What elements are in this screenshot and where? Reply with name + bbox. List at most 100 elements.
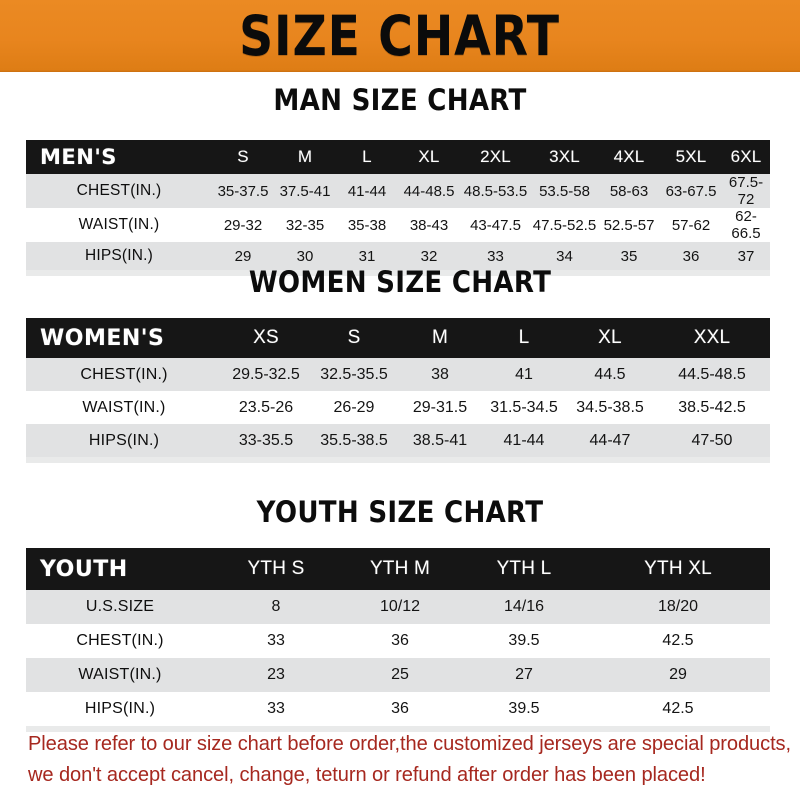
women-cell: 38.5-41 bbox=[398, 424, 482, 457]
men-column-header: 6XL bbox=[730, 147, 762, 166]
women-cell: 44-47 bbox=[566, 424, 654, 457]
men-column-header: XL bbox=[418, 147, 440, 166]
youth-cell: 8 bbox=[214, 590, 338, 624]
page-title: SIZE CHART bbox=[239, 3, 561, 68]
men-header-row: MEN'S S M L XL 2XL 3XL 4XL 5XL 6XL bbox=[26, 140, 770, 174]
men-cell: 36 bbox=[660, 242, 722, 270]
men-column-header: 3XL bbox=[549, 147, 580, 166]
youth-column-header: YTH M bbox=[369, 558, 431, 579]
table-row: CHEST(IN.) 29.5-32.5 32.5-35.5 38 41 44.… bbox=[26, 358, 770, 391]
men-cell: 29 bbox=[212, 242, 274, 270]
table-row: WAIST(IN.) 29-32 32-35 35-38 38-43 43-47… bbox=[26, 208, 770, 242]
youth-cell: 39.5 bbox=[462, 692, 586, 726]
women-cell: 23.5-26 bbox=[222, 391, 310, 424]
youth-cell: 42.5 bbox=[586, 692, 770, 726]
men-cell: 43-47.5 bbox=[460, 208, 531, 242]
table-row: WAIST(IN.) 23 25 27 29 bbox=[26, 658, 770, 692]
men-size-table: MEN'S S M L XL 2XL 3XL 4XL 5XL 6XL CHEST… bbox=[26, 140, 770, 270]
women-corner-label: WOMEN'S bbox=[40, 325, 165, 351]
women-section-title: WOMEN SIZE CHART bbox=[248, 265, 552, 299]
men-cell: 32-35 bbox=[274, 208, 336, 242]
youth-cell: 23 bbox=[214, 658, 338, 692]
footer-line-2: we don't accept cancel, change, teturn o… bbox=[28, 763, 706, 786]
youth-column-header: YTH S bbox=[247, 558, 305, 579]
men-row-label: CHEST(IN.) bbox=[26, 174, 212, 208]
women-row-label: CHEST(IN.) bbox=[26, 358, 222, 391]
men-corner-label: MEN'S bbox=[40, 145, 117, 169]
men-row-label: HIPS(IN.) bbox=[26, 242, 212, 270]
table-row: HIPS(IN.) 29 30 31 32 33 34 35 36 37 bbox=[26, 242, 770, 270]
men-cell: 35-37.5 bbox=[212, 174, 274, 208]
men-cell: 35 bbox=[598, 242, 660, 270]
women-cell: 29-31.5 bbox=[398, 391, 482, 424]
men-cell: 67.5-72 bbox=[722, 174, 770, 208]
men-cell: 33 bbox=[460, 242, 531, 270]
youth-row-label: WAIST(IN.) bbox=[26, 658, 214, 692]
men-size-chart: MEN'S S M L XL 2XL 3XL 4XL 5XL 6XL CHEST… bbox=[26, 140, 770, 276]
youth-cell: 25 bbox=[338, 658, 462, 692]
youth-cell: 36 bbox=[338, 624, 462, 658]
youth-table-tail bbox=[26, 726, 770, 732]
men-column-header: S bbox=[237, 147, 249, 166]
women-row-label: HIPS(IN.) bbox=[26, 424, 222, 457]
youth-cell: 29 bbox=[586, 658, 770, 692]
men-cell: 30 bbox=[274, 242, 336, 270]
youth-corner-label: YOUTH bbox=[40, 556, 128, 582]
women-cell: 41-44 bbox=[482, 424, 566, 457]
women-row-label: WAIST(IN.) bbox=[26, 391, 222, 424]
women-column-header: M bbox=[431, 327, 449, 348]
footer-line-1: Please refer to our size chart before or… bbox=[28, 732, 791, 755]
men-cell: 57-62 bbox=[660, 208, 722, 242]
table-row: HIPS(IN.) 33 36 39.5 42.5 bbox=[26, 692, 770, 726]
women-cell: 26-29 bbox=[310, 391, 398, 424]
men-cell: 37 bbox=[722, 242, 770, 270]
youth-cell: 14/16 bbox=[462, 590, 586, 624]
youth-size-table: YOUTH YTH S YTH M YTH L YTH XL U.S.SIZE … bbox=[26, 548, 770, 726]
men-cell: 48.5-53.5 bbox=[460, 174, 531, 208]
men-cell: 41-44 bbox=[336, 174, 398, 208]
youth-cell: 18/20 bbox=[586, 590, 770, 624]
women-cell: 35.5-38.5 bbox=[310, 424, 398, 457]
footer-disclaimer: Please refer to our size chart before or… bbox=[28, 728, 791, 790]
men-cell: 35-38 bbox=[336, 208, 398, 242]
youth-header-row: YOUTH YTH S YTH M YTH L YTH XL bbox=[26, 548, 770, 590]
youth-cell: 39.5 bbox=[462, 624, 586, 658]
women-column-header: S bbox=[347, 327, 361, 348]
men-cell: 44-48.5 bbox=[398, 174, 460, 208]
men-column-header: 2XL bbox=[480, 147, 511, 166]
women-cell: 34.5-38.5 bbox=[566, 391, 654, 424]
youth-column-header: YTH XL bbox=[644, 558, 712, 579]
men-cell: 62-66.5 bbox=[722, 208, 770, 242]
women-cell: 38 bbox=[398, 358, 482, 391]
men-column-header: L bbox=[362, 147, 372, 166]
men-cell: 32 bbox=[398, 242, 460, 270]
men-cell: 37.5-41 bbox=[274, 174, 336, 208]
women-cell: 44.5-48.5 bbox=[654, 358, 770, 391]
men-cell: 58-63 bbox=[598, 174, 660, 208]
table-row: CHEST(IN.) 33 36 39.5 42.5 bbox=[26, 624, 770, 658]
youth-row-label: CHEST(IN.) bbox=[26, 624, 214, 658]
men-cell: 63-67.5 bbox=[660, 174, 722, 208]
youth-section-title: YOUTH SIZE CHART bbox=[256, 495, 544, 529]
youth-cell: 33 bbox=[214, 624, 338, 658]
men-table-tail bbox=[26, 270, 770, 276]
table-row: U.S.SIZE 8 10/12 14/16 18/20 bbox=[26, 590, 770, 624]
women-header-row: WOMEN'S XS S M L XL XXL bbox=[26, 318, 770, 358]
men-cell: 53.5-58 bbox=[531, 174, 598, 208]
youth-column-header: YTH L bbox=[496, 558, 552, 579]
table-row: WAIST(IN.) 23.5-26 26-29 29-31.5 31.5-34… bbox=[26, 391, 770, 424]
women-cell: 41 bbox=[482, 358, 566, 391]
men-section-title: MAN SIZE CHART bbox=[273, 83, 527, 117]
women-cell: 31.5-34.5 bbox=[482, 391, 566, 424]
table-row: CHEST(IN.) 35-37.5 37.5-41 41-44 44-48.5… bbox=[26, 174, 770, 208]
women-size-table: WOMEN'S XS S M L XL XXL CHEST(IN.) 29.5-… bbox=[26, 318, 770, 457]
men-cell: 47.5-52.5 bbox=[531, 208, 598, 242]
youth-row-label: HIPS(IN.) bbox=[26, 692, 214, 726]
women-column-header: XL bbox=[598, 327, 622, 348]
men-column-header: 5XL bbox=[675, 147, 707, 166]
men-cell: 31 bbox=[336, 242, 398, 270]
women-cell: 47-50 bbox=[654, 424, 770, 457]
men-row-label: WAIST(IN.) bbox=[26, 208, 212, 242]
youth-cell: 36 bbox=[338, 692, 462, 726]
women-cell: 29.5-32.5 bbox=[222, 358, 310, 391]
